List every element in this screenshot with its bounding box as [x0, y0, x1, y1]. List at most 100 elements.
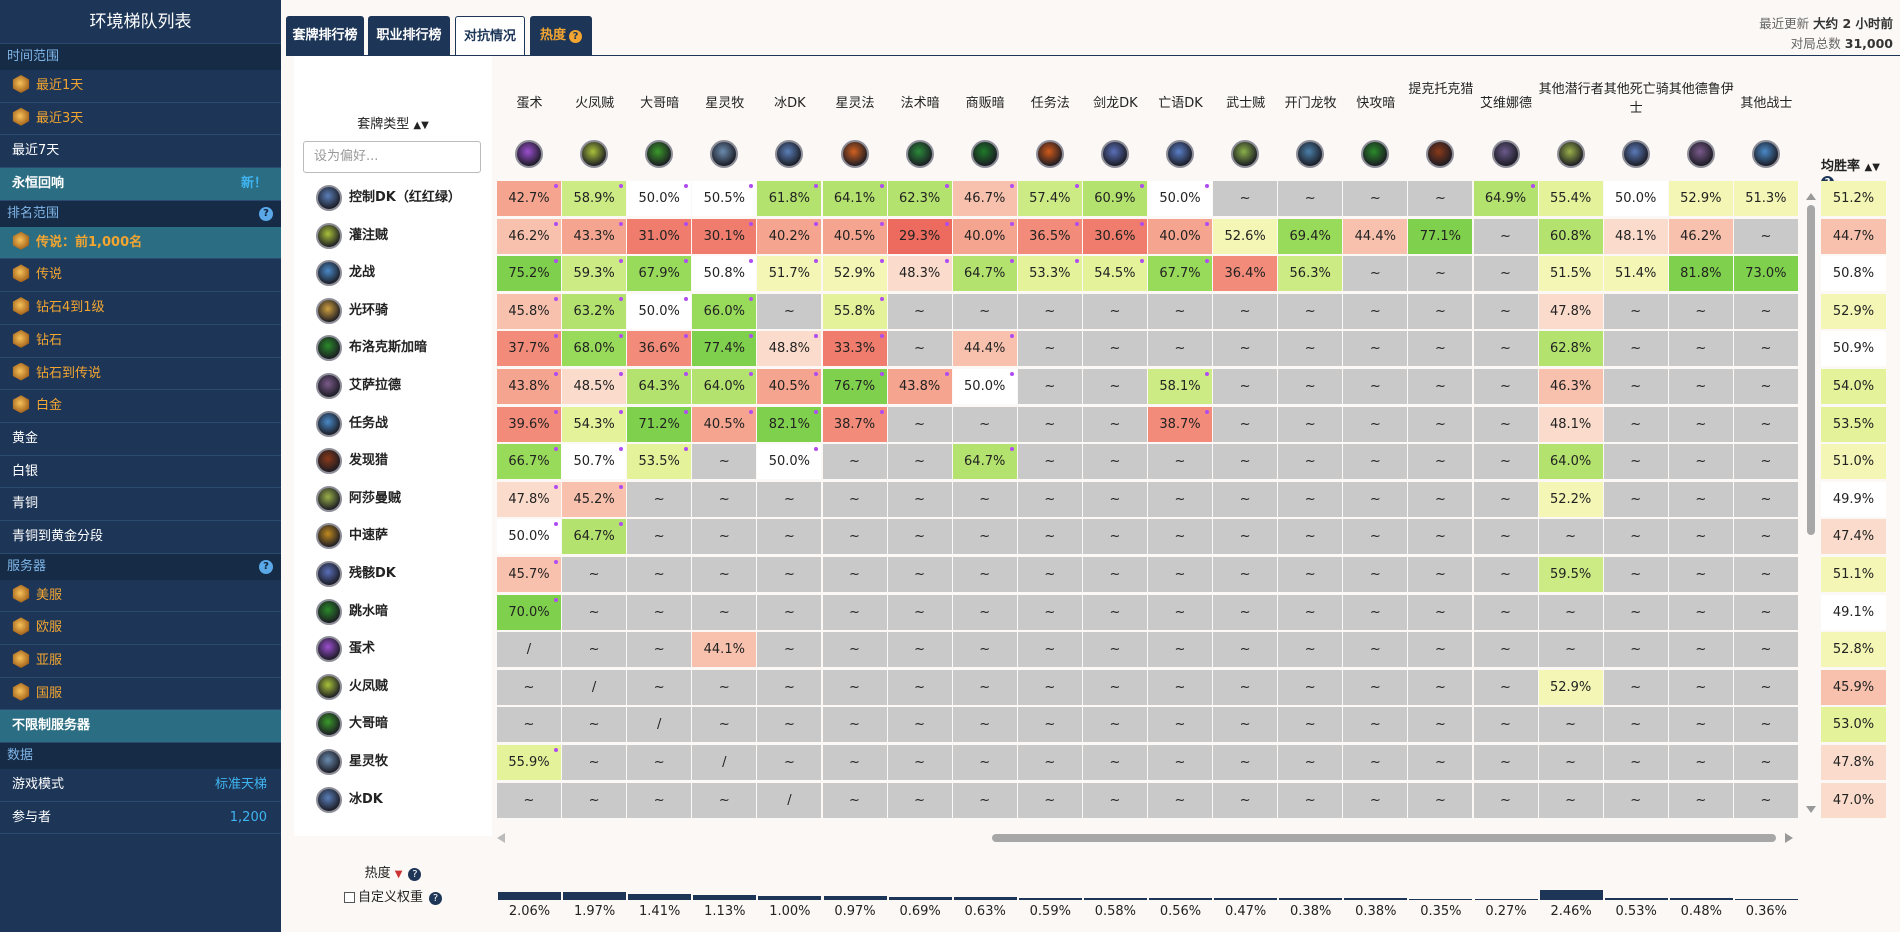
matchup-cell[interactable]: 64.7%: [952, 444, 1017, 480]
matchup-cell[interactable]: 52.2%: [1538, 481, 1603, 517]
matchup-cell[interactable]: ~: [1213, 632, 1278, 668]
matchup-cell[interactable]: ~: [1017, 481, 1082, 517]
matchup-cell[interactable]: ~: [1473, 745, 1538, 780]
matchup-cell[interactable]: ~: [1408, 444, 1473, 480]
help-icon[interactable]: ?: [259, 206, 273, 221]
matchup-cell[interactable]: 45.2%: [562, 481, 627, 517]
matchup-cell[interactable]: ~: [627, 669, 692, 705]
matchup-cell[interactable]: ~: [887, 782, 952, 818]
matchup-cell[interactable]: ~: [952, 481, 1017, 517]
matchup-cell[interactable]: ~: [1343, 406, 1408, 442]
matchup-cell[interactable]: 31.0%: [627, 218, 692, 254]
matchup-cell[interactable]: ~: [1603, 481, 1668, 517]
matchup-cell[interactable]: ~: [822, 519, 887, 555]
matchup-cell[interactable]: ~: [1343, 707, 1408, 743]
matchup-cell[interactable]: ~: [1473, 707, 1538, 743]
matchup-cell[interactable]: 38.7%: [1148, 406, 1212, 442]
column-header[interactable]: 开门龙牧: [1284, 96, 1337, 111]
matchup-cell[interactable]: ~: [1603, 669, 1668, 705]
matchup-cell[interactable]: ~: [1082, 369, 1147, 404]
matchup-cell[interactable]: 51.4%: [1603, 256, 1668, 292]
column-header[interactable]: 其他死亡骑士: [1603, 82, 1669, 116]
matchup-cell[interactable]: 50.0%: [952, 369, 1017, 404]
matchup-cell[interactable]: 50.0%: [757, 444, 822, 480]
matchup-cell[interactable]: ~: [1733, 669, 1798, 705]
matchup-cell[interactable]: ~: [1603, 519, 1668, 555]
matchup-cell[interactable]: ~: [1343, 745, 1408, 780]
sidebar-item[interactable]: 钻石4到1级: [0, 292, 281, 325]
matchup-cell[interactable]: /: [757, 782, 822, 818]
matchup-cell[interactable]: 64.0%: [692, 369, 757, 404]
matchup-cell[interactable]: ~: [1603, 557, 1668, 592]
matchup-cell[interactable]: ~: [1213, 481, 1278, 517]
matchup-cell[interactable]: ~: [822, 707, 887, 743]
matchup-cell[interactable]: ~: [1408, 594, 1473, 630]
matchup-cell[interactable]: 48.5%: [562, 369, 627, 404]
matchup-cell[interactable]: 50.7%: [562, 444, 627, 480]
sidebar-item[interactable]: 最近7天: [0, 135, 281, 169]
matchup-cell[interactable]: ~: [1408, 707, 1473, 743]
matchup-cell[interactable]: ~: [1278, 669, 1343, 705]
matchup-cell[interactable]: ~: [1017, 519, 1082, 555]
matchup-cell[interactable]: ~: [1473, 669, 1538, 705]
matchup-cell[interactable]: ~: [1603, 594, 1668, 630]
matchup-cell[interactable]: ~: [887, 444, 952, 480]
matchup-cell[interactable]: 46.3%: [1538, 369, 1603, 404]
matchup-cell[interactable]: ~: [1473, 293, 1538, 329]
matchup-cell[interactable]: ~: [692, 481, 757, 517]
matchup-cell[interactable]: 36.5%: [1017, 218, 1082, 254]
matchup-cell[interactable]: 66.0%: [692, 293, 757, 329]
deck-row-label[interactable]: 布洛克斯加暗: [294, 329, 492, 366]
sidebar-item[interactable]: 亚服: [0, 645, 281, 678]
matchup-cell[interactable]: 52.9%: [1538, 669, 1603, 705]
matchup-cell[interactable]: /: [692, 745, 757, 780]
matchup-cell[interactable]: 48.1%: [1538, 406, 1603, 442]
matchup-cell[interactable]: 44.4%: [952, 331, 1017, 367]
sidebar-item[interactable]: 游戏模式 标准天梯: [0, 769, 281, 802]
sidebar-item[interactable]: 钻石: [0, 325, 281, 358]
matchup-cell[interactable]: ~: [887, 519, 952, 555]
matchup-cell[interactable]: ~: [627, 594, 692, 630]
column-header[interactable]: 冰DK: [774, 96, 806, 111]
matchup-cell[interactable]: ~: [1668, 444, 1733, 480]
sidebar-item[interactable]: 传说：前1,000名: [0, 226, 281, 260]
matchup-cell[interactable]: 45.7%: [497, 557, 561, 592]
matchup-cell[interactable]: 36.4%: [1213, 256, 1278, 292]
help-icon[interactable]: ?: [259, 559, 273, 574]
matchup-cell[interactable]: 50.0%: [627, 293, 692, 329]
matchup-cell[interactable]: ~: [822, 632, 887, 668]
matchup-cell[interactable]: ~: [692, 519, 757, 555]
horizontal-scrollbar[interactable]: [497, 833, 1793, 843]
matchup-cell[interactable]: ~: [952, 594, 1017, 630]
matchup-cell[interactable]: ~: [1343, 481, 1408, 517]
matchup-cell[interactable]: ~: [1213, 444, 1278, 480]
matchup-cell[interactable]: ~: [757, 669, 822, 705]
sidebar-item[interactable]: 传说: [0, 259, 281, 293]
matchup-cell[interactable]: ~: [1733, 782, 1798, 818]
matchup-cell[interactable]: ~: [1668, 707, 1733, 743]
matchup-cell[interactable]: 64.7%: [952, 256, 1017, 292]
sidebar-item[interactable]: 黄金: [0, 423, 281, 456]
matchup-cell[interactable]: 38.7%: [822, 406, 887, 442]
matchup-cell[interactable]: ~: [887, 707, 952, 743]
deck-row-label[interactable]: 残骸DK: [294, 555, 492, 592]
matchup-cell[interactable]: ~: [1082, 707, 1147, 743]
matchup-cell[interactable]: ~: [1213, 594, 1278, 630]
matchup-cell[interactable]: 73.0%: [1733, 256, 1798, 292]
deck-row-label[interactable]: 光环骑: [294, 292, 492, 329]
matchup-cell[interactable]: /: [627, 707, 692, 743]
matchup-cell[interactable]: 43.8%: [887, 369, 952, 404]
matchup-cell[interactable]: ~: [1213, 331, 1278, 367]
matchup-cell[interactable]: 75.2%: [497, 256, 561, 292]
matchup-cell[interactable]: ~: [1408, 331, 1473, 367]
matchup-cell[interactable]: ~: [757, 557, 822, 592]
sidebar-item[interactable]: 参与者 1,200: [0, 802, 281, 835]
matchup-cell[interactable]: ~: [1148, 293, 1212, 329]
column-header[interactable]: 商贩暗: [965, 96, 1005, 111]
matchup-cell[interactable]: ~: [1082, 557, 1147, 592]
matchup-cell[interactable]: 63.2%: [562, 293, 627, 329]
matchup-cell[interactable]: 54.5%: [1082, 256, 1147, 292]
matchup-cell[interactable]: ~: [1668, 481, 1733, 517]
matchup-cell[interactable]: 51.7%: [757, 256, 822, 292]
matchup-cell[interactable]: ~: [757, 293, 822, 329]
